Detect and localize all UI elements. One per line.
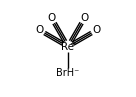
Text: O: O — [36, 25, 44, 35]
Text: O: O — [92, 25, 100, 35]
Text: O: O — [48, 13, 56, 23]
Text: Re: Re — [61, 42, 75, 52]
Text: +: + — [69, 39, 76, 48]
Text: O: O — [80, 13, 88, 23]
Text: BrH⁻: BrH⁻ — [56, 68, 80, 78]
